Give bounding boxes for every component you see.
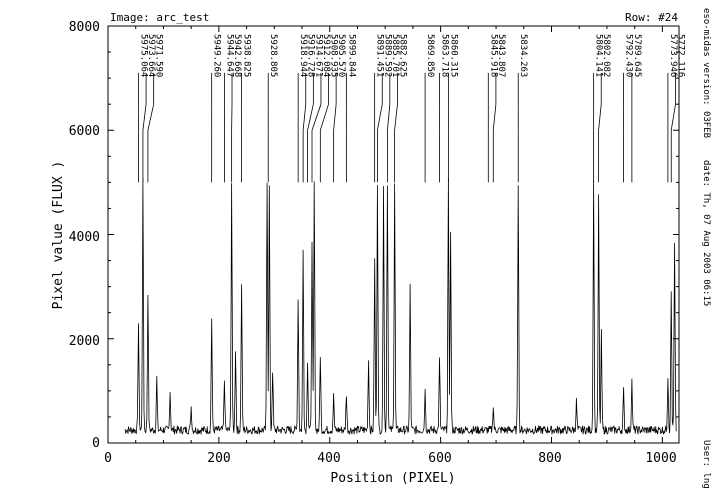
id-label: 5885.701: [390, 34, 400, 77]
id-label: 5882.625: [397, 34, 407, 77]
id-label: 5938.825: [242, 34, 252, 77]
id-marker: [142, 104, 147, 131]
id-label: 5918.944: [298, 34, 308, 77]
id-label: 5843.807: [496, 34, 506, 77]
id-label: 5863.718: [440, 34, 450, 77]
id-label: 5792.430: [624, 34, 634, 77]
id-marker: [492, 104, 497, 131]
id-label: 5914.671: [313, 34, 323, 77]
line-identification-markers: [138, 72, 676, 183]
id-label: 5971.590: [154, 34, 164, 77]
id-marker: [319, 104, 329, 131]
x-tick-label: 200: [207, 451, 230, 466]
id-marker: [387, 104, 391, 131]
y-tick-label: 0: [92, 436, 100, 451]
id-marker: [670, 104, 676, 131]
id-label: 5869.850: [425, 34, 435, 77]
id-label: 5804.141: [594, 34, 604, 77]
plot-user: User: lng: [701, 440, 711, 489]
y-tick-label: 2000: [69, 334, 100, 349]
id-marker: [302, 104, 307, 131]
id-label: 5908.935: [329, 34, 339, 77]
x-axis: 0 200 400 600 800 1000 Position (PIXEL): [104, 26, 677, 486]
id-label: 5834.263: [518, 34, 528, 77]
plot-date: date: Th, 07 Aug 2003 06:15: [701, 160, 711, 306]
id-label: 5845.918: [488, 34, 498, 77]
id-label: 5860.315: [448, 34, 458, 77]
id-label: 5889.592: [382, 34, 392, 77]
id-label: 5802.082: [601, 34, 611, 77]
spectrum-line: [124, 177, 677, 435]
y-tick-label: 4000: [69, 230, 100, 245]
id-label: 5789.645: [632, 34, 642, 77]
id-label: 5899.844: [346, 34, 356, 77]
row-label: Row: #24: [625, 11, 678, 24]
id-label: 5949.260: [212, 34, 222, 77]
id-label: 5912.084: [321, 34, 331, 77]
x-tick-marks: [107, 26, 663, 443]
x-tick-label: 800: [538, 451, 561, 466]
id-label: 5916.728: [306, 34, 316, 77]
id-marker: [377, 104, 383, 131]
id-label: 5891.451: [375, 34, 385, 77]
id-marker: [333, 104, 337, 131]
id-label: 5905.570: [336, 34, 346, 77]
x-tick-label: 400: [317, 451, 340, 466]
id-marker: [307, 104, 314, 131]
x-axis-label: Position (PIXEL): [330, 471, 455, 486]
id-marker: [598, 104, 602, 131]
id-marker: [311, 104, 322, 131]
id-marker: [394, 104, 398, 131]
y-tick-label: 6000: [69, 124, 100, 139]
id-label: 5973.664: [146, 34, 156, 77]
id-label: 5928.805: [268, 34, 278, 77]
id-label: 5975.064: [138, 34, 148, 77]
y-axis: 0 2000 4000 6000 8000 Pixel value (FLUX …: [51, 20, 679, 451]
id-label: 5772.116: [676, 34, 686, 77]
x-tick-label: 1000: [645, 451, 676, 466]
id-label: 5773.946: [668, 34, 678, 77]
id-label: 5942.668: [232, 34, 242, 77]
x-tick-label: 600: [428, 451, 451, 466]
y-tick-label: 8000: [69, 20, 100, 35]
y-axis-label: Pixel value (FLUX ): [51, 161, 66, 310]
x-tick-label: 0: [104, 451, 112, 466]
image-label: Image: arc_test: [110, 11, 209, 24]
midas-version: eso-midas version: 03FEB: [701, 8, 711, 138]
id-label: 5944.647: [224, 34, 234, 77]
id-marker: [147, 104, 155, 131]
